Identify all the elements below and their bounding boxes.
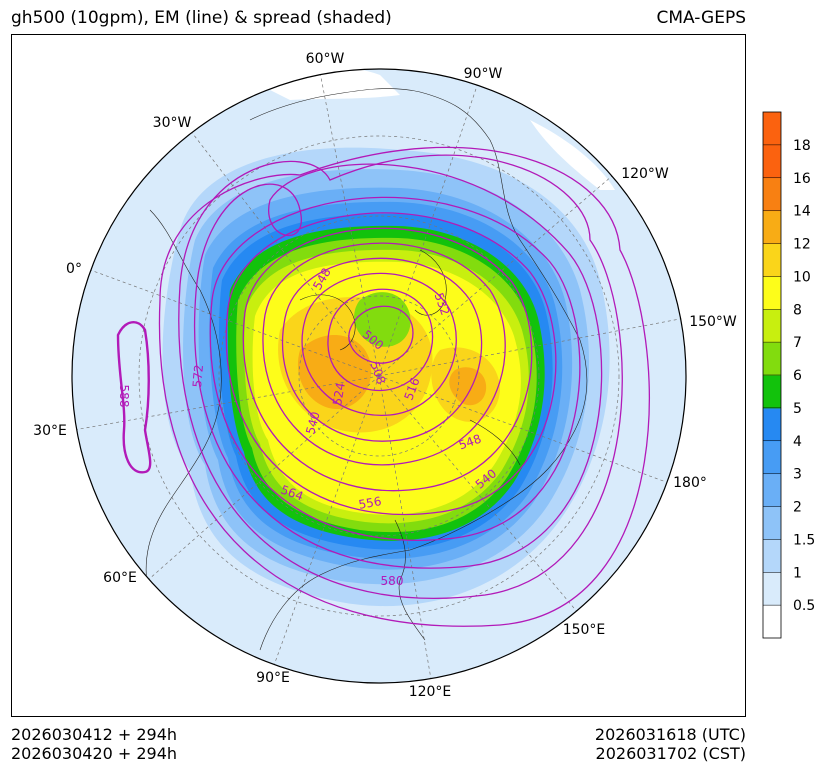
- colorbar-tick-label: 8: [793, 302, 802, 318]
- colorbar-bin: [763, 605, 781, 639]
- map-frame: [11, 34, 746, 717]
- chart-title: gh500 (10gpm), EM (line) & spread (shade…: [11, 8, 392, 28]
- contour-label: 588: [117, 385, 131, 408]
- lon-label: 90°E: [256, 670, 290, 686]
- lon-label: 60°E: [103, 570, 137, 586]
- colorbar-bin: [763, 572, 781, 606]
- contour-540: [242, 227, 533, 492]
- lon-label: 60°W: [306, 51, 345, 67]
- contour-580: [158, 146, 650, 627]
- colorbar-bin: [763, 342, 781, 376]
- valid-utc: 2026031618 (UTC): [594, 725, 746, 744]
- colorbar-tick-label: 1: [793, 565, 802, 581]
- colorbar: 0.5 1 1.5 2 3 4 5 6 7 8 10 12 14 16 18: [762, 111, 815, 639]
- colorbar-tick-label: 12: [793, 237, 811, 253]
- contour-564: [194, 163, 603, 569]
- spread-region-white-2: [530, 120, 615, 190]
- contour-label: 580: [381, 574, 404, 588]
- spread-region-14: [297, 335, 372, 410]
- init-time: 2026030412 + 294h 2026030420 + 294h: [11, 725, 177, 763]
- lon-label: 150°E: [563, 622, 606, 638]
- colorbar-tick-label: 4: [793, 434, 802, 450]
- contour-516: [301, 272, 457, 416]
- contour-572: [178, 154, 623, 599]
- colorbar-tick-label: 14: [793, 204, 811, 220]
- lon-label: 180°: [673, 475, 707, 491]
- colorbar-bin: [763, 276, 781, 310]
- contour-label: 540: [303, 410, 322, 436]
- model-name: CMA-GEPS: [656, 8, 746, 28]
- colorbar-bin: [763, 177, 781, 212]
- coastlines: [145, 88, 588, 651]
- map-disc: 548 532 500 508 516 524 540 572 588 548 …: [72, 69, 686, 683]
- colorbar-tick-label: 16: [793, 171, 811, 187]
- colorbar-tick-label: 1.5: [793, 532, 815, 548]
- lon-label: 120°E: [409, 684, 452, 700]
- lon-label: 30°E: [33, 423, 67, 439]
- colorbar-bin: [763, 539, 781, 573]
- colorbar-bin: [763, 243, 781, 277]
- contour-524: [281, 257, 483, 442]
- lon-label: 120°W: [621, 166, 669, 182]
- colorbar-tick-label: 0.5: [793, 598, 815, 614]
- spread-region-14b: [449, 367, 487, 406]
- spread-region-low-center: [354, 292, 411, 347]
- valid-cst: 2026031702 (CST): [595, 744, 746, 763]
- contour-500: [348, 305, 414, 364]
- colorbar-bin: [763, 506, 781, 540]
- colorbar-bin: [763, 309, 781, 343]
- colorbar-bin: [763, 144, 781, 179]
- colorbar-tick-label: 18: [793, 138, 811, 154]
- colorbar-tick-label: 3: [793, 467, 802, 483]
- contour-label: 556: [358, 494, 383, 512]
- colorbar-tick-label: 7: [793, 335, 802, 351]
- contours: [116, 146, 650, 627]
- colorbar-bin: [763, 112, 781, 146]
- colorbar-bin: [763, 210, 781, 244]
- contour-588: [116, 321, 152, 474]
- colorbar-tick-label: 5: [793, 401, 802, 417]
- colorbar-tick-label: 6: [793, 368, 802, 384]
- contour-532: [262, 242, 506, 466]
- colorbar-bin: [763, 407, 781, 442]
- lon-label: 90°W: [464, 66, 503, 82]
- colorbar-tick-label: 10: [793, 269, 811, 285]
- map-boundary: [71, 68, 687, 684]
- contour-label: 572: [190, 364, 206, 388]
- valid-time: 2026031618 (UTC) 2026031702 (CST): [595, 725, 746, 763]
- contour-label: 524: [330, 382, 348, 407]
- colorbar-bin: [763, 440, 781, 475]
- lon-label: 0°: [66, 261, 82, 277]
- colorbar-bin: [763, 473, 781, 507]
- contour-556: [209, 196, 581, 541]
- colorbar-bin: [763, 375, 781, 409]
- lon-label: 30°W: [153, 115, 192, 131]
- init-utc: 2026030412 + 294h: [11, 725, 178, 744]
- contour-508: [327, 288, 434, 392]
- longitude-labels: 60°W 90°W 120°W 150°W 180° 150°E 120°E 9…: [33, 51, 737, 700]
- lon-label: 150°W: [689, 314, 737, 330]
- colorbar-tick-label: 2: [793, 500, 802, 516]
- contour-548: [225, 212, 557, 516]
- init-cst: 2026030420 + 294h: [11, 744, 178, 763]
